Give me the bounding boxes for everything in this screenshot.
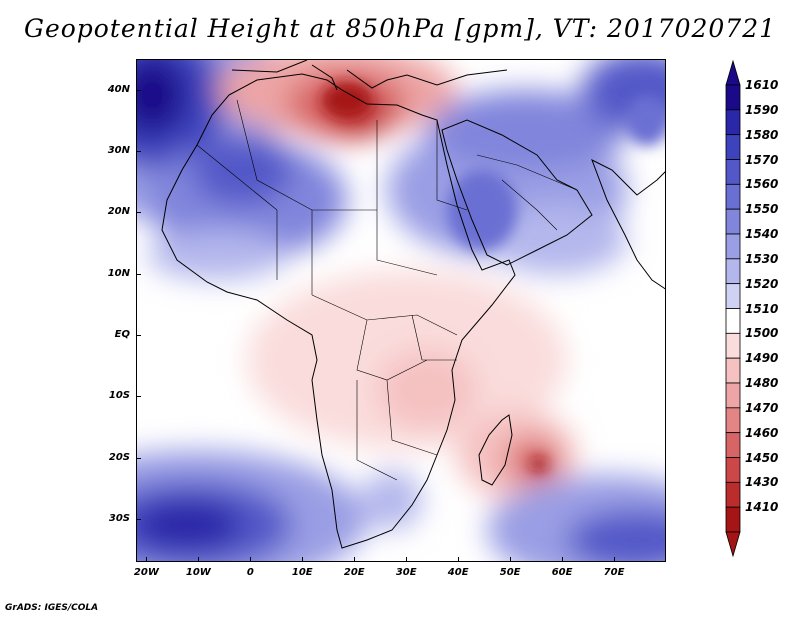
lat-tick [136,89,141,91]
colorbar-level-label: 1470 [745,400,779,415]
colorbar-swatch [725,407,741,434]
lat-label: 30S [108,513,130,525]
colorbar-swatch [725,332,741,359]
lat-tick [136,335,141,337]
colorbar-swatch [725,382,741,409]
colorbar-swatch [725,357,741,384]
colorbar-swatch [725,283,741,309]
europe-coastline [231,60,508,91]
colorbar-level-label: 1450 [745,450,779,465]
colorbar-level-label: 1460 [745,425,779,440]
colorbar-swatch [725,506,741,533]
height-field-detail [322,82,665,471]
arabia-coastline [441,119,593,266]
lon-tick [510,557,512,562]
lat-tick [136,151,141,152]
colorbar-swatch [725,258,741,285]
colorbar-level-label: 1410 [745,500,779,515]
colorbar-level-label: 1430 [745,475,779,490]
colorbar-level-label: 1480 [745,376,779,390]
lon-tick [250,557,252,562]
borders [196,99,578,481]
lon-label: 0 [246,567,254,578]
lon-label: 40E [447,567,469,578]
colorbar-swatch [725,457,741,483]
lon-label: 30E [395,567,417,578]
colorbar-bottom-cap [725,531,741,558]
colorbar-swatch [725,183,741,210]
colorbar-swatch [725,432,741,458]
colorbar-swatch [725,84,741,111]
coastlines [161,60,665,549]
lat-label: 10N [107,267,130,279]
lon-tick [146,557,148,562]
colorbar-level-label: 1610 [745,78,779,92]
credit-text: GrADS: IGES/COLA [5,603,99,613]
colorbar-level-label: 1560 [745,177,779,192]
map-title: Geopotential Height at 850hPa [gpm], VT:… [23,14,777,43]
colorbar-level-label: 1500 [745,326,779,341]
colorbar-level-label: 1530 [745,251,779,266]
lon-label: 50E [499,567,521,578]
lat-label: 30N [107,145,130,156]
lon-tick [562,557,564,562]
india-coastline [591,158,665,290]
lon-tick [354,557,356,562]
lon-tick [198,557,200,562]
lon-label: 20E [343,567,365,578]
lon-label: 10W [185,567,211,578]
height-field-shading [137,60,665,561]
lat-label: 20S [108,451,130,463]
colorbar-swatch [725,308,741,334]
colorbar-level-label: 1580 [745,127,779,142]
africa-coastline [161,73,516,549]
lon-tick [406,557,408,562]
lat-tick [136,212,141,214]
lon-tick [302,557,304,562]
colorbar-swatch [725,233,741,260]
lon-label: 60E [551,567,573,578]
height-field-map [137,60,665,561]
lon-tick [458,557,460,562]
lon-label: 10E [291,567,313,578]
colorbar-top-cap [725,59,741,86]
colorbar-level-label: 1540 [745,227,779,241]
lon-tick [614,557,616,562]
lat-tick [136,396,141,398]
colorbar-swatch [725,109,741,136]
colorbar-level-label: 1520 [745,276,779,291]
colorbar-level-label: 1590 [745,102,779,117]
colorbar-level-label: 1570 [745,152,779,167]
lon-label: 70E [603,567,625,578]
lat-label: 20N [107,206,130,218]
colorbar-level-label: 1550 [745,202,779,217]
lat-tick [136,519,141,521]
lat-label: 10S [108,390,130,402]
colorbar-level-label: 1510 [745,301,779,316]
lat-tick [136,273,141,275]
madagascar-coastline [478,414,513,486]
border-lines [196,99,578,481]
colorbar-swatch [725,159,741,185]
colorbar-swatch [725,208,741,235]
lat-label: 40N [107,83,130,95]
colorbar-swatch [725,134,741,160]
lon-label: 20W [133,567,159,578]
colorbar-level-label: 1490 [745,351,779,366]
lat-label: EQ [114,329,130,341]
map-panel [136,59,666,562]
colorbar-swatch [725,481,741,508]
lat-tick [136,457,141,459]
